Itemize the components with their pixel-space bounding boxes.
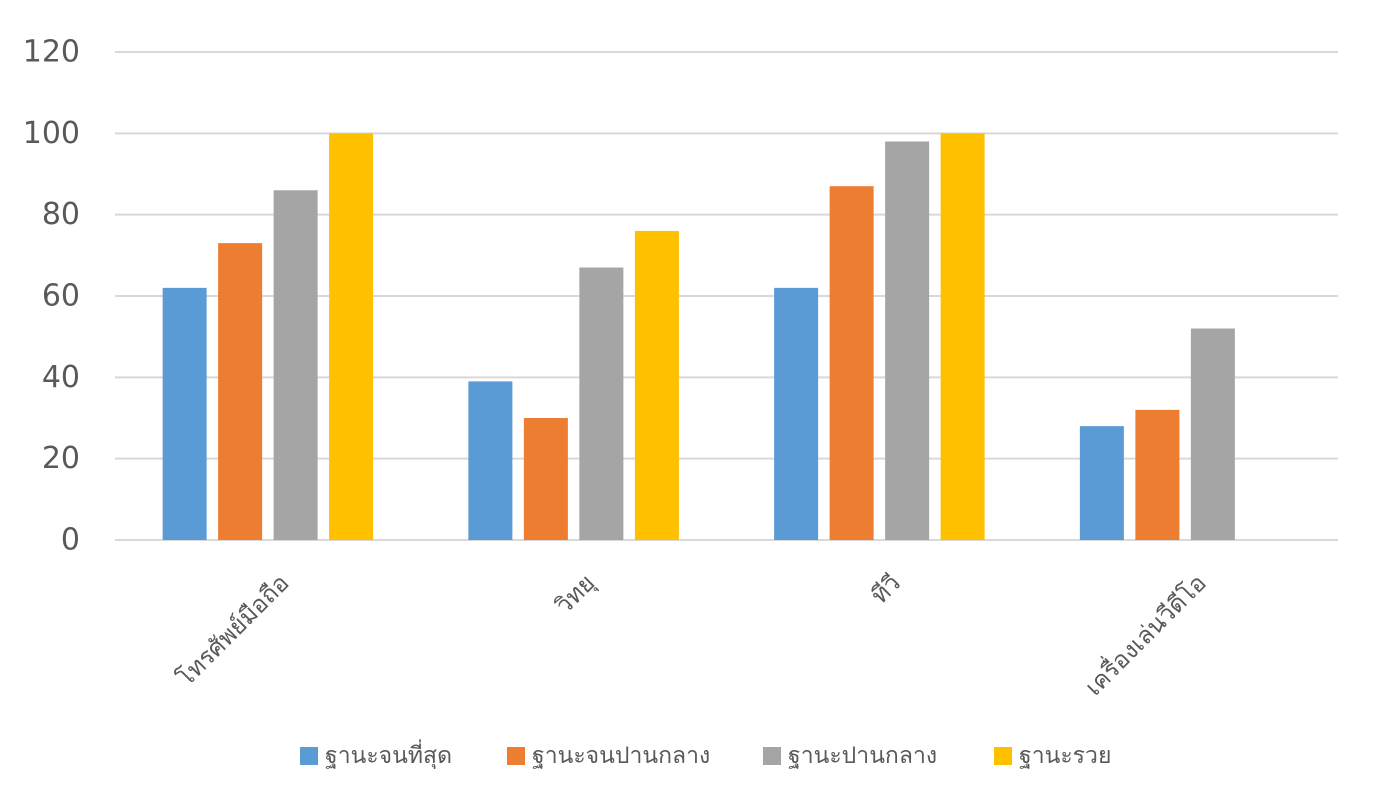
legend-swatch <box>507 747 525 765</box>
bar-3-1 <box>273 190 318 540</box>
bar-3-2 <box>579 267 624 540</box>
legend-label: ฐานะรวย <box>1019 743 1111 769</box>
legend-label: ฐานะจนปานกลาง <box>532 743 710 769</box>
x-category-label: โทรศัพย์มือถือ <box>172 569 295 692</box>
bar-3-3 <box>885 141 930 540</box>
bar-3-4 <box>1190 328 1235 540</box>
x-axis-labels: โทรศัพย์มือถือ วิทยุ ทีวี เครื่องเล่นวีดีโอ <box>172 567 1212 701</box>
y-tick-label: 80 <box>42 197 80 232</box>
bars <box>162 133 1235 541</box>
bar-4-1 <box>329 133 374 541</box>
legend-swatch <box>763 747 781 765</box>
y-tick-label: 100 <box>23 116 80 151</box>
y-tick-label: 60 <box>42 279 80 314</box>
bar-2-4 <box>1135 409 1180 540</box>
bar-1-1 <box>162 287 207 540</box>
y-tick-label: 20 <box>42 441 80 476</box>
bar-1-2 <box>468 381 513 540</box>
bar-2-1 <box>218 243 263 540</box>
legend-label: ฐานะปานกลาง <box>788 743 937 769</box>
legend-swatch <box>994 747 1012 765</box>
gridlines <box>115 51 1338 541</box>
bar-4-2 <box>634 230 679 540</box>
x-category-label: เครื่องเล่นวีดีโอ <box>1077 567 1211 701</box>
y-tick-label: 0 <box>61 523 80 558</box>
y-axis-ticks: 0 20 40 60 80 100 120 <box>23 35 80 558</box>
x-category-label: ทีวี <box>866 569 907 610</box>
bar-1-4 <box>1079 426 1124 540</box>
y-tick-label: 40 <box>42 360 80 395</box>
x-category-label: วิทยุ <box>549 569 601 621</box>
bar-2-2 <box>523 418 568 540</box>
y-tick-label: 120 <box>23 35 80 70</box>
bar-4-3 <box>940 133 985 541</box>
bar-1-3 <box>774 287 819 540</box>
bar-2-3 <box>829 186 874 540</box>
legend-swatch <box>300 747 318 765</box>
legend-label: ฐานะจนที่สุด <box>325 739 452 769</box>
legend: ฐานะจนที่สุด ฐานะจนปานกลาง ฐานะปานกลาง ฐานะ… <box>300 739 1111 769</box>
